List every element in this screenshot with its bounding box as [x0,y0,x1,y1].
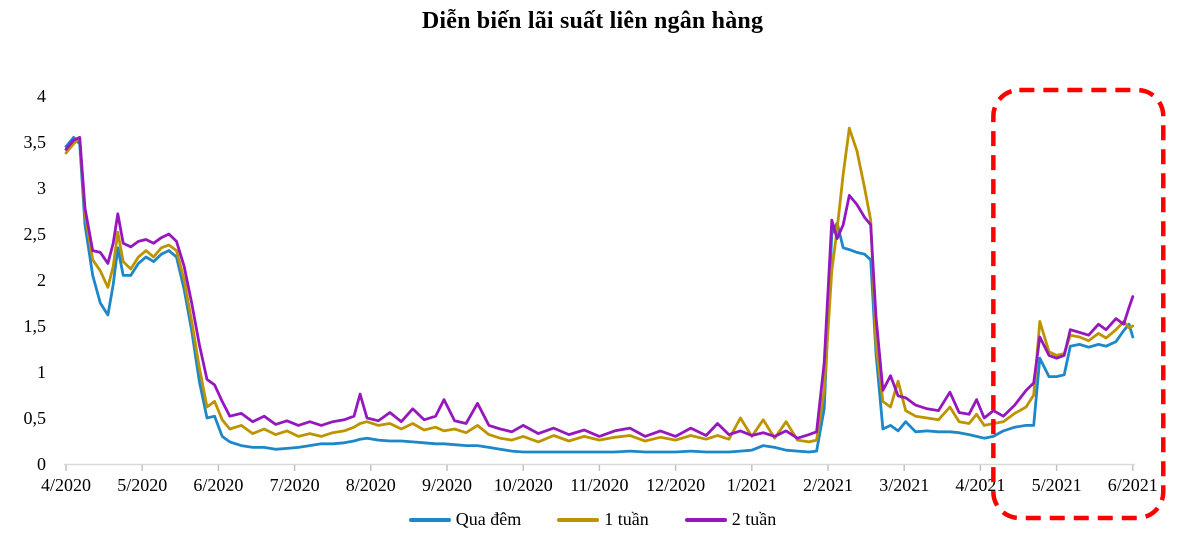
x-axis-label: 11/2020 [570,475,628,495]
y-axis-label: 2 [37,270,46,290]
y-axis-label: 2,5 [24,224,47,244]
two-week-line-swatch [684,517,727,522]
highlight-region-box [991,87,1166,521]
y-axis-label: 3,5 [24,132,47,152]
series-line-2 [64,135,1135,440]
overnight-line-swatch [408,517,451,522]
x-axis-label: 12/2020 [646,475,705,495]
series-line-1 [64,126,1135,444]
x-axis-label: 4/2020 [41,475,91,495]
x-axis-label: 8/2020 [346,475,396,495]
x-axis-label: 4/2021 [955,475,1005,495]
x-axis-label: 1/2021 [727,475,777,495]
y-axis-label: 0,5 [24,408,47,428]
x-axis-label: 10/2020 [494,475,553,495]
legend-item-2week: 2 tuần [684,509,777,530]
y-axis-label: 4 [37,86,46,106]
y-axis-label: 3 [37,178,46,198]
y-axis-label: 1,5 [24,316,47,336]
chart-legend: Qua đêm 1 tuần 2 tuần [0,509,1185,530]
y-axis-label: 0 [37,454,46,474]
legend-label-overnight: Qua đêm [455,509,522,529]
one-week-line-swatch [557,517,600,522]
x-axis-label: 2/2021 [803,475,853,495]
y-axis-label: 1 [37,362,46,382]
x-axis-label: 3/2021 [879,475,929,495]
x-axis-label: 6/2021 [1108,475,1158,495]
x-axis-label: 7/2020 [270,475,320,495]
legend-item-overnight: Qua đêm [408,509,522,530]
x-axis-label: 5/2021 [1032,475,1082,495]
x-axis-label: 9/2020 [422,475,472,495]
legend-label-1week: 1 tuần [604,509,649,529]
series-line-0 [64,135,1135,454]
chart-title: Diễn biến lãi suất liên ngân hàng [421,8,764,34]
x-axis-label: 5/2020 [117,475,167,495]
legend-item-1week: 1 tuần [557,509,649,530]
legend-label-2week: 2 tuần [731,509,777,529]
x-axis-label: 6/2020 [193,475,243,495]
